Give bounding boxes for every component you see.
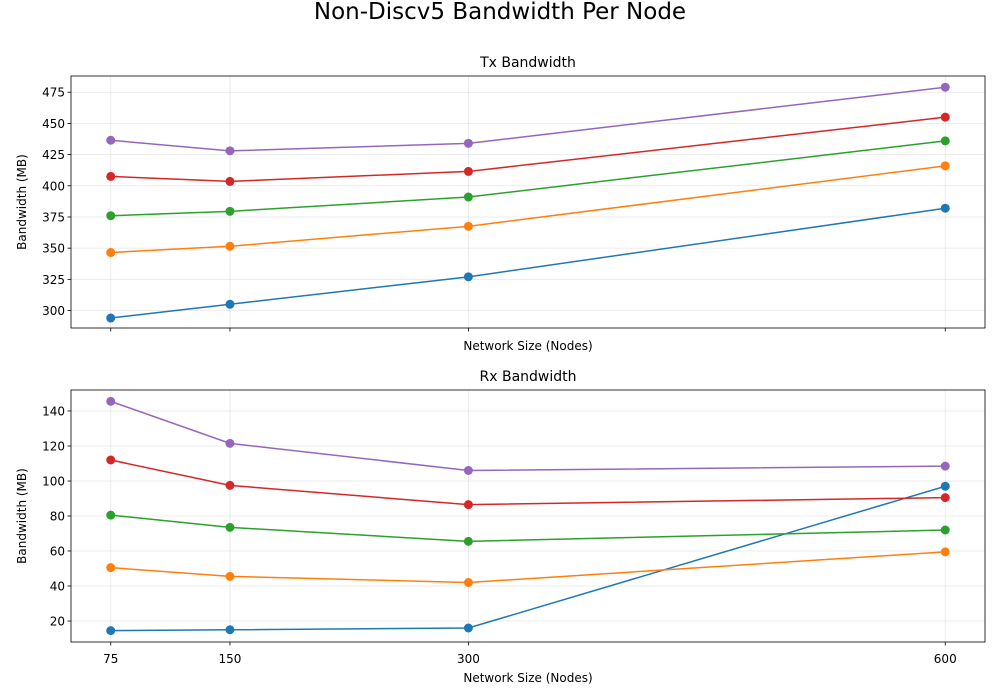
rx-series-3-point [940, 525, 950, 535]
rx-series-2-point [106, 563, 116, 573]
tx-ytick-label: 425 [42, 148, 65, 162]
tx-series-3-point [463, 192, 473, 202]
rx-series-5-point [225, 438, 235, 448]
rx-xtick-label: 300 [457, 652, 480, 666]
tx-series-2-point [106, 248, 116, 258]
rx-series-1-point [225, 625, 235, 635]
tx-series-4-point [463, 166, 473, 176]
figure-title: Non-Discv5 Bandwidth Per Node [314, 0, 686, 25]
tx-series-1-point [940, 203, 950, 213]
rx-y-axis-label: Bandwidth (MB) [15, 468, 29, 564]
rx-bandwidth-subplot: 20 40 60 80 100 120 140 75 150 300 600 Rx Bandwidth… [15, 369, 986, 685]
tx-series-2-point [225, 241, 235, 251]
tx-x-axis-label: Network Size (Nodes) [463, 339, 592, 353]
tx-ytick-label: 475 [42, 86, 65, 100]
rx-series-5-point [940, 461, 950, 471]
tx-series-5-point [225, 146, 235, 156]
rx-ytick-label: 40 [50, 580, 65, 594]
tx-series-2-line [110, 165, 946, 254]
tx-series-3-point [225, 206, 235, 216]
tx-series-5-point [106, 135, 116, 145]
tx-series-5-point [463, 138, 473, 148]
rx-series-4-point [463, 500, 473, 510]
tx-series-4-point [225, 176, 235, 186]
tx-ytick-label: 350 [42, 242, 65, 256]
rx-series-3-point [106, 510, 116, 520]
rx-xtick-label: 75 [103, 652, 118, 666]
rx-series-5-point [106, 396, 116, 406]
tx-ytick-label: 325 [42, 273, 65, 287]
rx-series-4-line [110, 459, 946, 506]
rx-series-2-point [940, 547, 950, 557]
rx-xtick-label: 150 [219, 652, 242, 666]
tx-subplot-title: Tx Bandwidth [479, 55, 576, 71]
rx-series-5-point [463, 466, 473, 475]
rx-series-1-point [106, 626, 116, 636]
rx-series-2-point [463, 578, 473, 587]
rx-series-1-point [463, 623, 473, 633]
rx-ytick-label: 80 [50, 510, 65, 524]
tx-series-4-point [940, 112, 950, 122]
rx-series-4-point [225, 480, 235, 490]
tx-series-1-point [106, 313, 116, 323]
tx-series-1-point [463, 272, 473, 282]
tx-series-3-point [106, 211, 116, 221]
tx-series-3-line [110, 140, 946, 217]
tx-ytick-label: 450 [42, 117, 65, 131]
rx-subplot-title: Rx Bandwidth [480, 369, 577, 385]
rx-xtick-label: 600 [934, 652, 957, 666]
tx-series-5-line [110, 86, 946, 152]
tx-series-2-point [463, 221, 473, 231]
rx-ytick-label: 20 [50, 615, 65, 629]
rx-series-3-point [463, 536, 473, 546]
rx-series-2-point [225, 571, 235, 581]
tx-ytick-label: 375 [42, 210, 65, 224]
rx-ytick-label: 60 [50, 545, 65, 559]
rx-series-5-line [110, 400, 946, 472]
rx-series-3-line [110, 514, 946, 543]
tx-series-4-line [110, 116, 946, 183]
rx-series-1-point [940, 481, 950, 491]
rx-series-2-line [110, 551, 946, 584]
rx-ytick-label: 140 [42, 405, 65, 419]
rx-ytick-label: 120 [42, 440, 65, 454]
tx-ytick-label: 400 [42, 179, 65, 193]
tx-series-1-line [110, 207, 946, 319]
tx-series-4-point [106, 171, 116, 181]
tx-y-axis-label: Bandwidth (MB) [15, 154, 29, 250]
tx-bandwidth-subplot: 300 325 350 375 400 425 450 475 Tx Bandwidth Netw… [15, 55, 986, 353]
tx-series-3-point [940, 136, 950, 146]
tx-axes-frame [70, 75, 986, 329]
rx-series-3-point [225, 522, 235, 532]
tx-series-2-point [940, 161, 950, 171]
tx-series-1-point [225, 299, 235, 309]
tx-ytick-label: 300 [42, 304, 65, 318]
rx-x-axis-label: Network Size (Nodes) [463, 671, 592, 685]
tx-series-5-point [940, 82, 950, 92]
rx-series-4-point [940, 493, 950, 503]
rx-series-1-line [110, 485, 946, 632]
rx-ytick-label: 100 [42, 475, 65, 489]
rx-series-4-point [106, 455, 116, 465]
